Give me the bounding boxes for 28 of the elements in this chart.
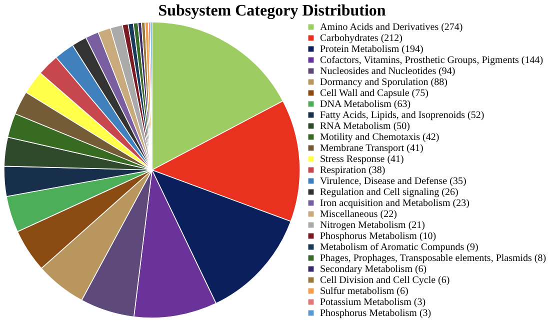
legend-label: Iron acquisition and Metabolism (23): [320, 198, 470, 209]
legend-label: Phages, Prophages, Transposable elements, Plasmids (8): [320, 253, 546, 264]
legend-label: Nucleosides and Nucleotides (94): [320, 66, 456, 77]
legend-label: Virulence, Disease and Defense (35): [320, 176, 466, 187]
legend-label: Respiration (38): [320, 165, 386, 176]
legend-label: Metabolism of Aromatic Compunds (9): [320, 242, 478, 253]
legend-label: Sulfur metabolism (6): [320, 286, 408, 297]
legend-label: RNA Metabolism (50): [320, 121, 410, 132]
chart-title: Subsystem Category Distribution: [158, 2, 386, 20]
legend-label: Miscellaneous (22): [320, 209, 397, 220]
legend-label: Secondary Metabolism (6): [320, 264, 427, 275]
legend-label: Amino Acids and Derivatives (274): [320, 22, 463, 33]
legend-label: Potassium Metabolism (3): [320, 297, 426, 308]
legend-label: Cell Division and Cell Cycle (6): [320, 275, 450, 286]
legend-label: Carbohydrates (212): [320, 33, 402, 44]
legend-label: Nitrogen Metabolism (21): [320, 220, 425, 231]
legend-label: Dormancy and Sporulation (88): [320, 77, 448, 88]
legend-label: Cofactors, Vitamins, Prosthetic Groups, Pigments (144): [320, 55, 544, 66]
legend-label: Phosphorus Metabolism (3): [320, 308, 432, 319]
legend-label: Fatty Acids, Lipids, and Isoprenoids (52): [320, 110, 484, 121]
legend-label: Stress Response (41): [320, 154, 404, 165]
legend-label: Phosphorus Metabolism (10): [320, 231, 436, 242]
legend-label: Regulation and Cell signaling (26): [320, 187, 458, 198]
legend-label: Cell Wall and Capsule (75): [320, 88, 428, 99]
legend-label: Membrane Transport (41): [320, 143, 424, 154]
legend-label: Motility and Chemotaxis (42): [320, 132, 440, 143]
legend-label: DNA Metabolism (63): [320, 99, 411, 110]
legend-label: Protein Metabolism (194): [320, 44, 424, 55]
